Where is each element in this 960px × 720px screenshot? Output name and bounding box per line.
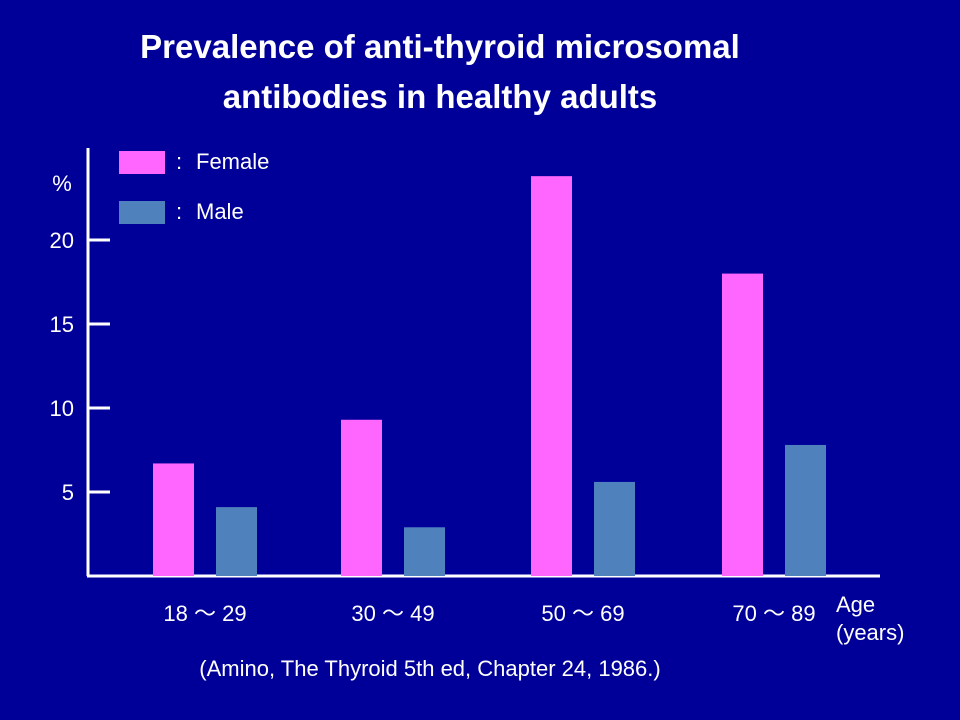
legend-label-female: Female — [196, 149, 269, 174]
male-bar-2 — [404, 527, 445, 576]
chart-title-line2: antibodies in healthy adults — [222, 78, 658, 115]
legend-label-male: Male — [196, 199, 244, 224]
chart-title-line1: Prevalence of anti-thyroid microsomal — [140, 28, 740, 65]
female-bar-1 — [153, 463, 194, 576]
y-tick-label: 15 — [50, 312, 74, 337]
legend-swatch-female — [119, 151, 165, 174]
citation: (Amino, The Thyroid 5th ed, Chapter 24, … — [199, 656, 661, 681]
y-tick-label: 20 — [50, 228, 74, 253]
legend-separator: : — [176, 199, 182, 224]
male-bar-1 — [216, 507, 257, 576]
x-category-label: 30 ～ 49 — [351, 601, 434, 626]
legend-swatch-male — [119, 201, 165, 224]
female-bar-3 — [531, 176, 572, 576]
male-bar-3 — [594, 481, 635, 576]
x-category-label: 70 ～ 89 — [732, 601, 815, 626]
female-bar-2 — [341, 419, 382, 576]
chart-title: Prevalence of anti-thyroid microsomal an… — [0, 22, 880, 122]
y-axis-unit: % — [52, 171, 72, 196]
female-bar-4 — [722, 273, 763, 576]
legend-separator: : — [176, 149, 182, 174]
x-axis-label-line2: (years) — [836, 620, 904, 645]
male-bar-4 — [785, 444, 826, 576]
y-tick-label: 10 — [50, 396, 74, 421]
x-axis-label-line1: Age — [836, 592, 875, 617]
x-category-label: 18 ～ 29 — [163, 601, 246, 626]
x-category-label: 50 ～ 69 — [541, 601, 624, 626]
y-tick-label: 5 — [62, 480, 74, 505]
